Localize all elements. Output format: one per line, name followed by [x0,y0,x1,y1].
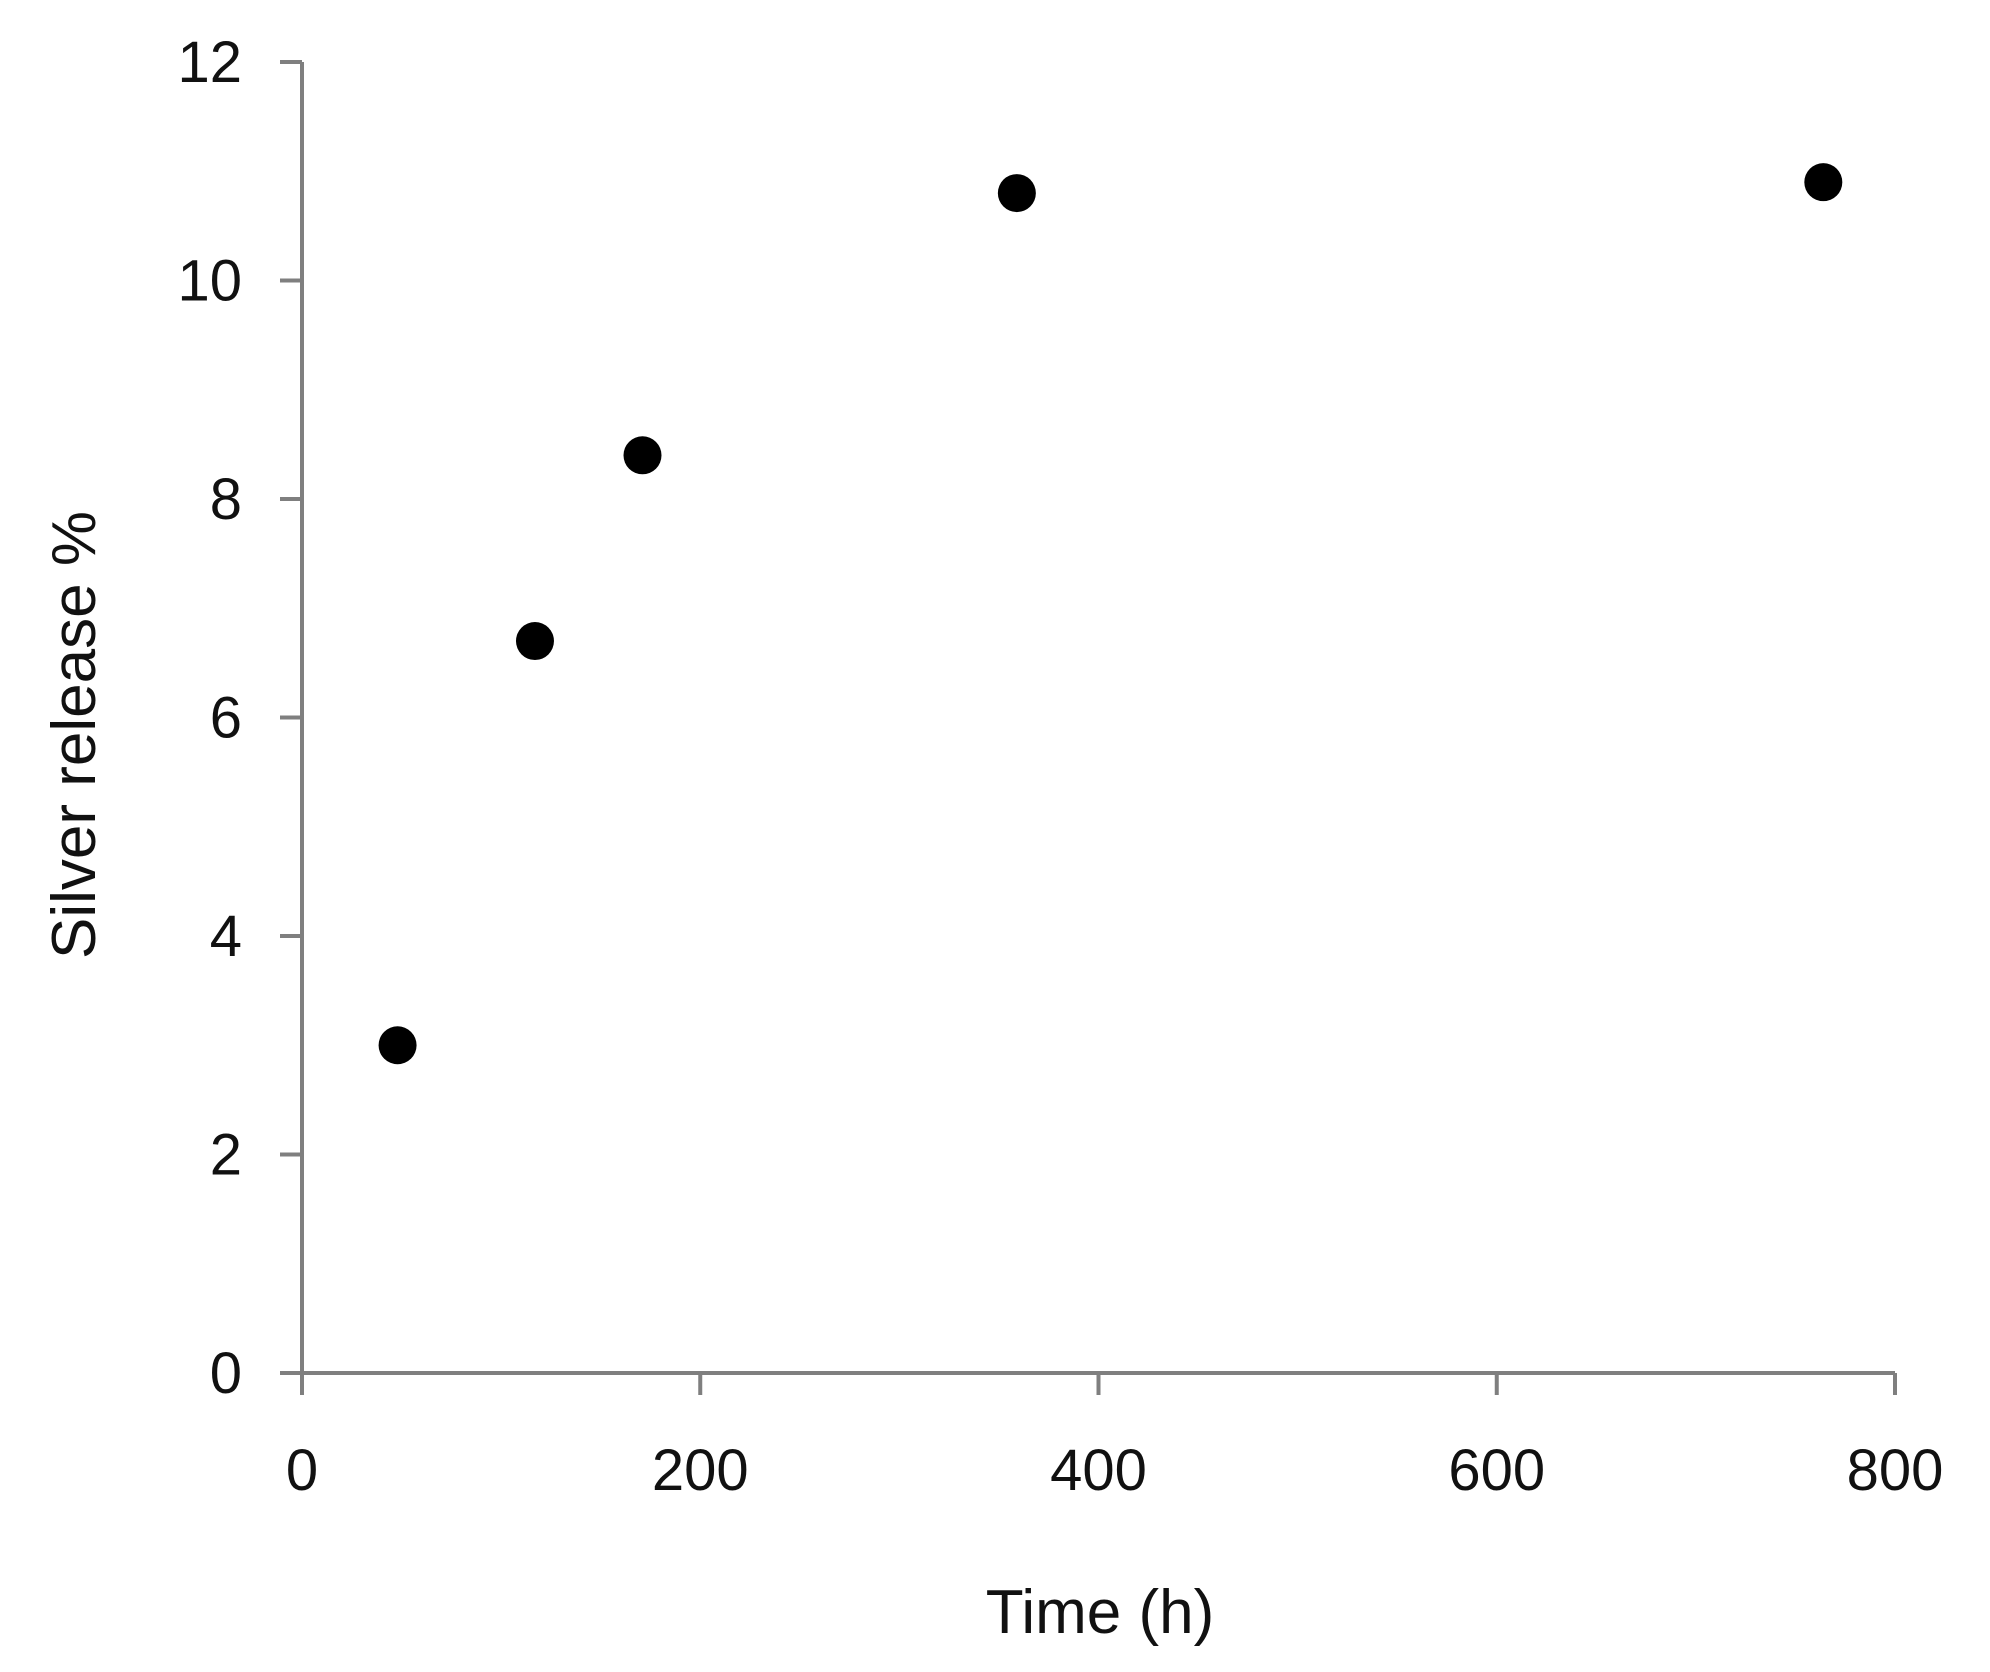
x-tick-label: 600 [1448,1438,1545,1503]
y-tick-label: 6 [210,686,242,751]
x-axis-title: Time (h) [986,1578,1214,1647]
tick-marks [280,60,1897,1395]
data-point [1804,163,1843,202]
y-tick-label: 4 [210,904,242,969]
data-points [378,163,1843,1065]
data-point [997,174,1036,213]
x-tick-label: 0 [286,1438,318,1503]
data-point [623,436,662,475]
y-tick-label: 2 [210,1123,242,1188]
tick-labels: 0 2 4 6 8 10 12 0 200 400 600 800 [177,30,1943,1503]
y-tick-label: 10 [177,249,242,314]
y-tick-label: 0 [210,1341,242,1406]
y-tick-label: 12 [177,30,242,95]
y-axis-title: Silver release % [40,511,109,959]
data-point [378,1026,417,1065]
data-point [515,622,554,661]
x-tick-label: 800 [1847,1438,1944,1503]
y-tick-label: 8 [210,467,242,532]
x-tick-label: 400 [1050,1438,1147,1503]
x-tick-label: 200 [652,1438,749,1503]
